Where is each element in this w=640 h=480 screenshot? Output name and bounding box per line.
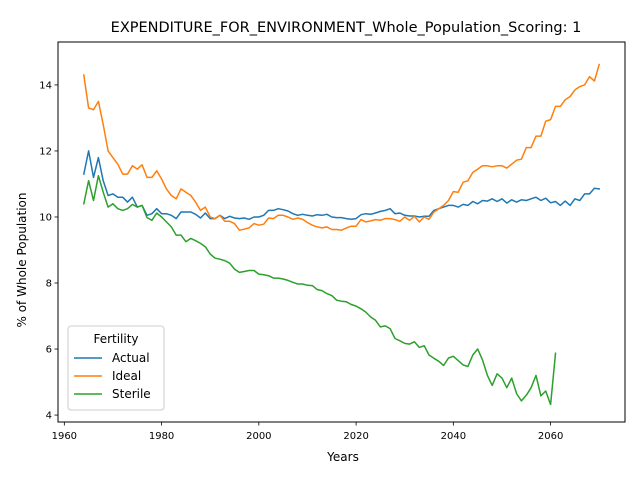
x-tick-label: 2020 (343, 431, 368, 442)
legend: Fertility Actual Ideal Sterile (67, 325, 165, 411)
x-tick-label: 2000 (246, 431, 271, 442)
plot-frame (57, 41, 626, 423)
x-axis-label: Years (326, 450, 359, 464)
y-tick-label: 8 (46, 279, 52, 290)
x-tick-label: 2040 (441, 431, 466, 442)
y-tick-label: 12 (39, 146, 52, 157)
y-tick-label: 14 (39, 80, 52, 91)
legend-label-sterile: Sterile (112, 387, 151, 401)
legend-box (67, 325, 165, 411)
y-tick-label: 10 (39, 212, 52, 223)
y-tick-label: 4 (46, 411, 52, 422)
x-tick-label: 2060 (538, 431, 563, 442)
plot-area (82, 63, 601, 406)
series-line-actual (82, 150, 601, 221)
legend-label-ideal: Ideal (112, 369, 141, 383)
legend-label-actual: Actual (112, 351, 150, 365)
y-axis: 4 6 8 10 12 14 (39, 80, 58, 422)
y-tick-label: 6 (46, 345, 52, 356)
x-axis: 1960 1980 2000 2020 2040 2060 (52, 422, 563, 442)
x-tick-label: 1960 (52, 431, 77, 442)
legend-title: Fertility (93, 332, 138, 346)
series-line-sterile (82, 174, 557, 406)
chart-title: EXPENDITURE_FOR_ENVIRONMENT_Whole_Popula… (111, 20, 582, 36)
series-line-ideal (82, 63, 601, 231)
x-tick-label: 1980 (149, 431, 174, 442)
y-axis-label: % of Whole Population (15, 193, 29, 328)
